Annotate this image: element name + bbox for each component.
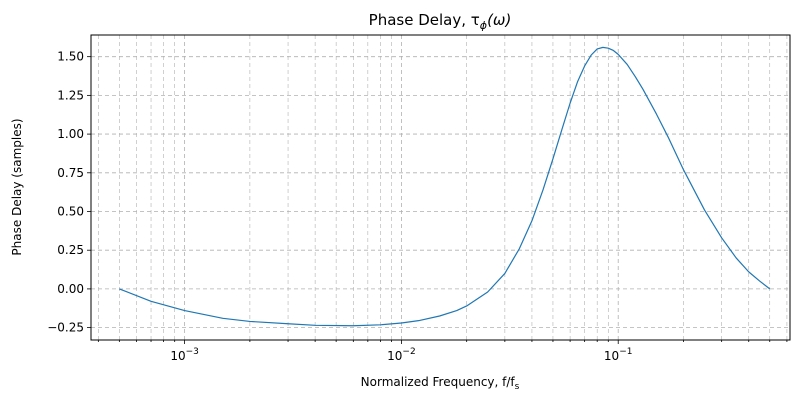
x-tick-labels: 10−3 10−2 10−1 [170, 347, 632, 363]
chart-title: Phase Delay, τϕ(ω) [369, 11, 512, 32]
y-tick-label: 0.25 [57, 243, 84, 257]
series-lines [119, 46, 771, 327]
y-axis-label: Phase Delay (samples) [10, 118, 24, 255]
y-tick-label: 1.50 [57, 50, 84, 64]
x-tick-label: 10−2 [387, 347, 416, 363]
x-axis-label: Normalized Frequency, f/fs [361, 375, 520, 392]
y-tick-label: 0.50 [57, 204, 84, 218]
y-tick-label: 1.00 [57, 127, 84, 141]
y-tick-label: 0.00 [57, 282, 84, 296]
plot-frame [90, 34, 791, 341]
y-tick-labels: −0.25 0.00 0.25 0.50 0.75 1.00 1.25 1.50 [47, 50, 84, 335]
phase-delay-line [119, 46, 771, 327]
x-tick-label: 10−3 [170, 347, 199, 363]
y-tick-label: 0.75 [57, 166, 84, 180]
grid [91, 35, 790, 340]
y-tick-label: −0.25 [47, 321, 84, 335]
y-tick-label: 1.25 [57, 88, 84, 102]
x-tick-label: 10−1 [604, 347, 633, 363]
